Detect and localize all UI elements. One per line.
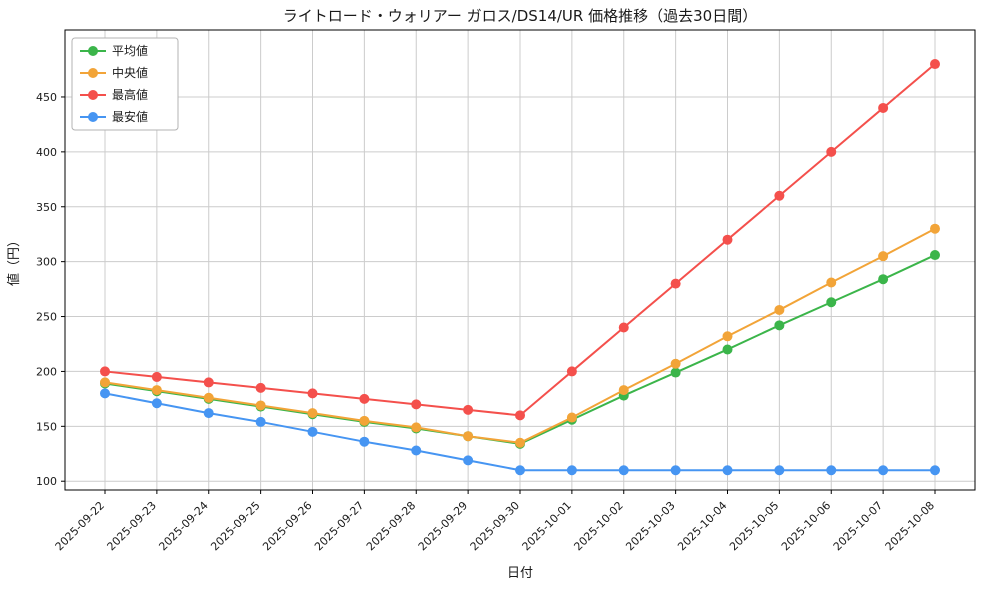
series-marker-median [255,400,266,411]
x-tick-label: 2025-10-02 [571,499,625,553]
series-marker-max [670,278,681,289]
x-tick-label: 2025-10-06 [779,499,833,553]
series-marker-min [359,436,370,447]
legend-label-max: 最高値 [112,87,148,102]
series-marker-min [566,465,577,476]
legend-marker-average [88,46,98,56]
series-marker-min [515,465,525,476]
series-marker-average [670,367,681,378]
series-marker-median [774,304,785,315]
series-marker-min [203,408,214,419]
series-marker-min [151,398,162,409]
series-marker-median [411,422,422,433]
x-tick-label: 2025-10-08 [883,499,937,553]
series-marker-median [100,377,110,388]
x-tick-label: 2025-09-24 [156,499,210,553]
x-axis-label: 日付 [507,566,533,581]
series-marker-max [359,393,370,404]
y-tick-label: 150 [36,420,57,433]
series-marker-median [618,385,629,396]
legend-box [71,37,179,131]
series-marker-min [100,388,110,399]
series-marker-median [203,392,214,403]
series-marker-median [878,251,889,262]
series-marker-max [255,382,266,393]
x-tick-label: 2025-10-05 [727,499,781,553]
series-marker-max [411,399,422,410]
x-tick-label: 2025-10-03 [623,499,677,553]
series-marker-average [930,250,940,261]
series-marker-average [826,297,837,308]
series-marker-min [722,465,733,476]
x-tick-label: 2025-10-07 [831,499,885,553]
x-tick-label: 2025-09-29 [416,499,470,553]
x-tick-label: 2025-10-04 [675,499,729,553]
series-marker-max [463,404,474,415]
y-tick-label: 350 [36,201,57,214]
series-marker-max [307,388,318,399]
series-marker-max [515,410,525,421]
series-marker-max [151,371,162,382]
series-marker-max [100,366,110,377]
series-marker-min [463,455,474,466]
legend-label-average: 平均値 [112,43,148,58]
x-tick-label: 2025-09-22 [53,499,107,553]
series-marker-median [463,431,474,442]
y-tick-label: 450 [36,91,57,104]
chart-title: ライトロード・ウォリアー ガロス/DS14/UR 価格推移（過去30日間） [283,7,757,25]
x-tick-label: 2025-09-28 [364,499,418,553]
series-marker-max [930,59,940,70]
series-marker-max [203,377,214,388]
series-marker-min [670,465,681,476]
y-tick-label: 300 [36,256,57,269]
series-marker-max [878,102,889,113]
legend-label-min: 最安値 [112,109,148,124]
x-tick-label: 2025-09-23 [105,499,159,553]
series-marker-median [566,412,577,423]
series-marker-average [774,320,785,331]
x-tick-label: 2025-09-30 [468,499,522,553]
legend-marker-max [88,90,98,100]
series-marker-min [930,465,940,476]
y-tick-label: 250 [36,311,57,324]
y-tick-label: 400 [36,146,57,159]
y-axis-label: 値（円） [6,234,22,286]
series-marker-median [515,437,525,448]
series-marker-min [878,465,889,476]
series-marker-median [307,408,318,419]
series-marker-median [151,385,162,396]
series-marker-max [826,146,837,157]
series-marker-min [255,416,266,427]
series-marker-min [411,445,422,456]
series-marker-max [722,234,733,245]
x-tick-label: 2025-10-01 [520,499,574,553]
legend-marker-median [88,68,98,78]
series-marker-min [826,465,837,476]
series-marker-min [618,465,629,476]
series-marker-average [878,274,889,285]
series-marker-median [670,358,681,369]
x-tick-label: 2025-09-26 [260,499,314,553]
series-marker-median [722,331,733,342]
series-marker-median [826,277,837,288]
y-tick-label: 200 [36,365,57,378]
x-tick-label: 2025-09-25 [208,499,262,553]
series-marker-median [359,415,370,426]
legend-marker-min [88,112,98,122]
series-marker-average [722,344,733,355]
series-marker-max [618,322,629,333]
y-tick-label: 100 [36,475,57,488]
x-tick-label: 2025-09-27 [312,499,366,553]
series-marker-min [307,426,318,437]
legend-label-median: 中央値 [112,65,148,80]
series-marker-min [774,465,785,476]
series-marker-max [774,190,785,201]
series-marker-max [566,366,577,377]
series-marker-median [930,223,940,234]
